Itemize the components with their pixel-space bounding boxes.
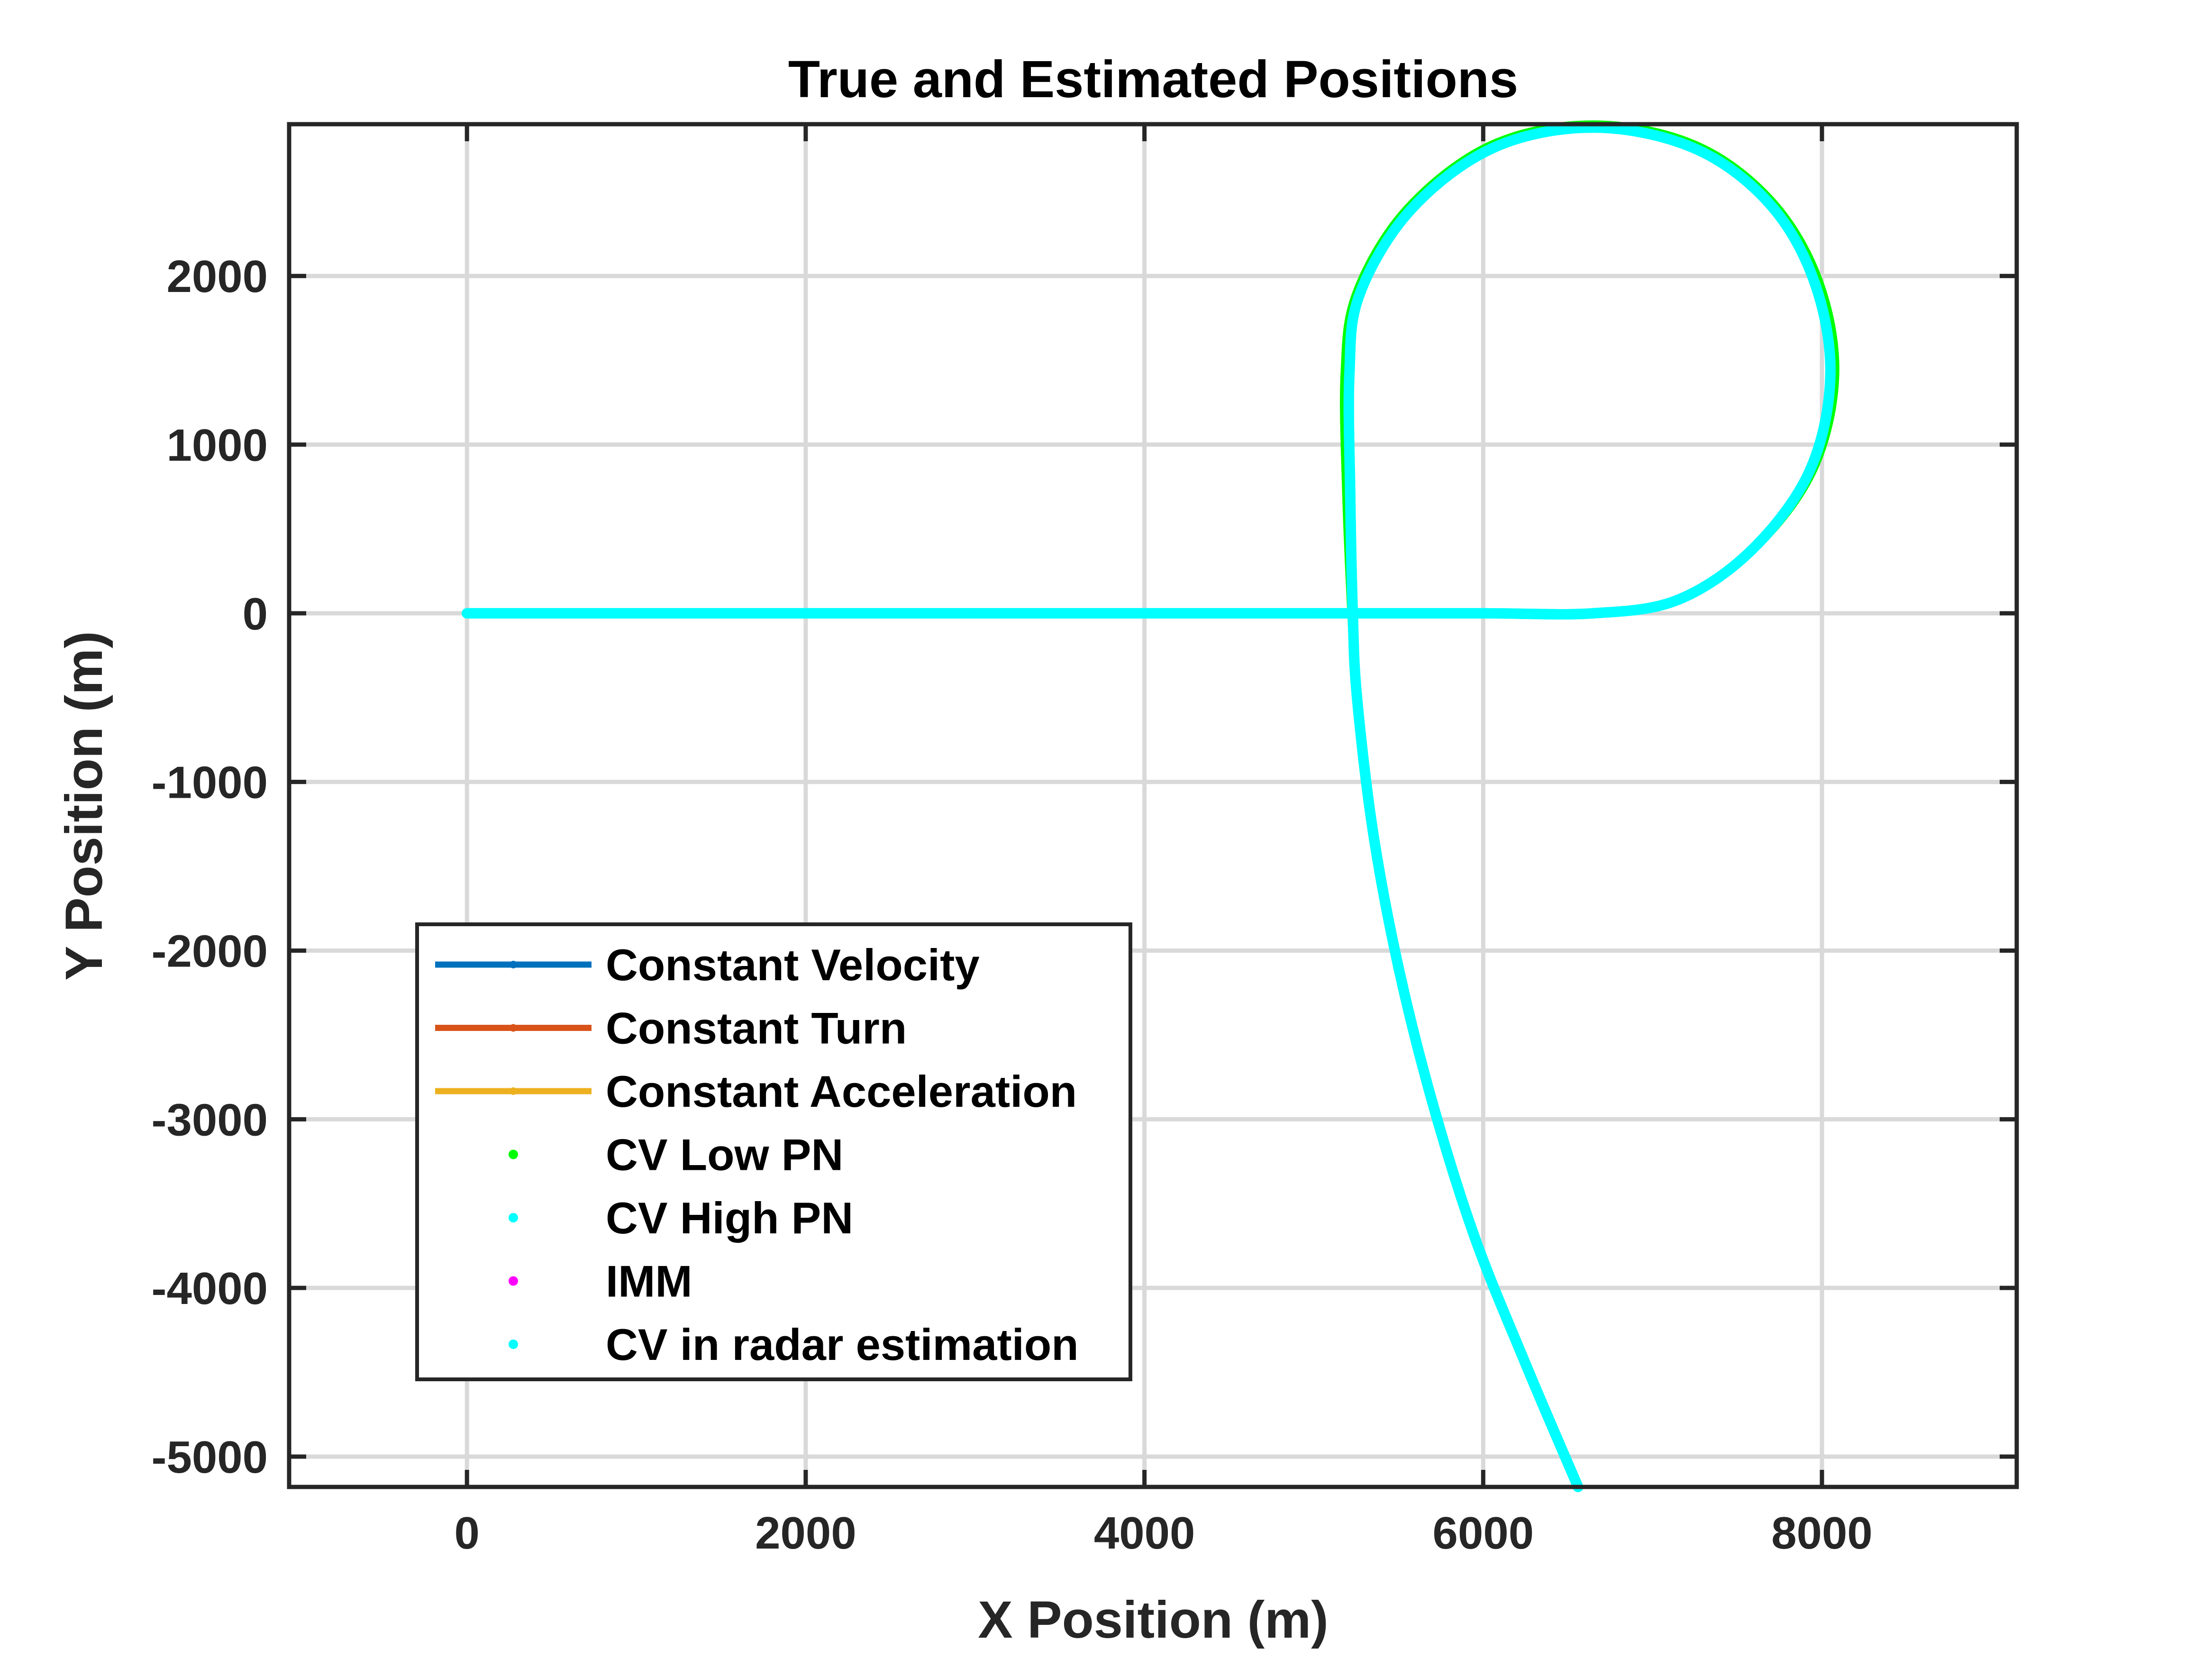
y-tick-label: 2000 <box>166 251 268 302</box>
data-point <box>1352 692 1363 703</box>
legend-label: Constant Velocity <box>606 940 980 990</box>
data-point <box>1344 368 1355 379</box>
data-point <box>1805 465 1816 475</box>
data-point <box>1427 1097 1438 1108</box>
data-point <box>1393 962 1404 973</box>
data-point <box>800 608 811 619</box>
y-tick-label: 1000 <box>166 420 268 471</box>
x-tick-label: 2000 <box>755 1508 856 1559</box>
legend-label: Constant Acceleration <box>606 1066 1077 1116</box>
x-tick-label: 0 <box>455 1508 480 1559</box>
y-axis-label: Y Position (m) <box>55 631 113 980</box>
legend-swatch-marker <box>510 961 517 968</box>
chart-title: True and Estimated Positions <box>788 50 1518 109</box>
data-point <box>970 608 981 619</box>
legend-item: Constant Acceleration <box>435 1066 1077 1116</box>
legend-label: CV High PN <box>606 1193 853 1243</box>
y-tick-label: 0 <box>243 589 268 639</box>
legend-item: CV High PN <box>509 1193 853 1243</box>
data-point <box>1488 142 1499 153</box>
data-point <box>1478 608 1489 619</box>
legend-swatch-marker <box>509 1276 518 1286</box>
legend-swatch-marker <box>510 1087 517 1095</box>
legend-item: IMM <box>509 1257 692 1306</box>
data-point <box>1368 827 1379 838</box>
y-tick-label: -4000 <box>151 1263 268 1314</box>
data-point <box>1405 205 1416 216</box>
x-tick-label: 4000 <box>1094 1508 1195 1559</box>
data-point <box>631 608 642 619</box>
data-point <box>1354 289 1365 300</box>
data-point <box>462 608 473 619</box>
y-tick-label: -5000 <box>151 1432 268 1483</box>
y-tick-label: -3000 <box>151 1094 268 1145</box>
x-tick-label: 8000 <box>1771 1508 1873 1559</box>
series-trace <box>462 122 1836 1492</box>
data-point <box>1825 368 1836 379</box>
legend-item: CV in radar estimation <box>509 1320 1079 1369</box>
legend-label: CV Low PN <box>606 1130 843 1180</box>
legend-item: Constant Turn <box>435 1003 907 1053</box>
ticks: 0 2000 4000 6000 8000 -5000 -4000 -3000 -2000 -10… <box>151 124 2017 1559</box>
x-tick-label: 6000 <box>1433 1508 1534 1559</box>
legend-swatch-marker <box>509 1149 518 1159</box>
legend-item: CV Low PN <box>509 1130 843 1180</box>
data-point <box>1808 274 1819 285</box>
data-point <box>1762 196 1773 207</box>
plot-frame <box>287 122 2019 1489</box>
data-point <box>1308 608 1319 619</box>
legend: Constant Velocity Constant Turn Constant A… <box>415 922 1132 1381</box>
legend-box <box>415 922 1132 1381</box>
data-point <box>1588 608 1599 619</box>
series-cv-in-radar-estimation <box>462 122 1836 1492</box>
x-axis-label: X Position (m) <box>978 1591 1328 1649</box>
legend-label: Constant Turn <box>606 1003 907 1053</box>
data-point <box>1673 594 1684 605</box>
data-point <box>1688 142 1699 153</box>
legend-item: Constant Velocity <box>435 940 980 990</box>
legend-label: IMM <box>606 1257 692 1306</box>
legend-label: CV in radar estimation <box>606 1320 1079 1369</box>
data-point <box>1345 490 1356 501</box>
y-tick-label: -2000 <box>151 926 268 977</box>
data-point <box>1347 608 1358 619</box>
legend-swatch-marker <box>509 1213 518 1222</box>
data-point <box>1520 1358 1531 1369</box>
data-point <box>1469 1232 1480 1243</box>
data-point <box>1747 544 1758 555</box>
legend-swatch-marker <box>509 1340 518 1349</box>
data-point <box>1139 608 1150 619</box>
legend-swatch-marker <box>510 1024 517 1032</box>
y-tick-label: -1000 <box>151 757 268 808</box>
series-layer <box>462 120 1839 1492</box>
